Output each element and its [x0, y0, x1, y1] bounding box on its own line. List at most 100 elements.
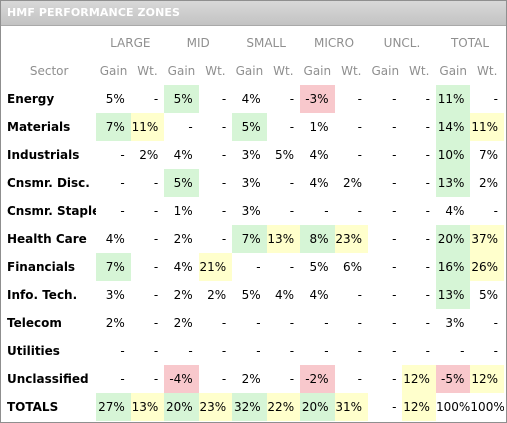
weight-cell: 21%	[198, 253, 233, 281]
weight-cell: -	[221, 176, 227, 190]
weight-cell: -	[153, 316, 159, 330]
gain-cell: -3%	[300, 85, 335, 113]
gain-cell: 3%	[105, 288, 125, 302]
weight-cell: 31%	[334, 393, 369, 421]
panel-title: HMF PERFORMANCE ZONES	[1, 1, 506, 26]
gain-cell: 2%	[173, 288, 193, 302]
weight-cell: -	[289, 92, 295, 106]
weight-cell: -	[289, 344, 295, 358]
totals-row: TOTALS 27% 13% 20% 23% 32% 22% 20% 31% -12% 100% 10…	[2, 393, 504, 421]
weight-cell: -	[221, 92, 227, 106]
weight-cell: 4%	[275, 288, 295, 302]
group-header-uncl: UNCL.	[383, 36, 421, 50]
gain-cell: 13%	[435, 169, 471, 197]
gain-cell: -	[256, 260, 261, 274]
gain-cell: 3%	[241, 176, 261, 190]
weight-cell: 7%	[478, 148, 498, 162]
gain-cell: 7%	[96, 113, 131, 141]
weight-cell: -	[493, 316, 498, 330]
sector-label: Unclassified	[7, 372, 89, 386]
weight-cell: -	[289, 204, 295, 218]
table-row: Telecom 2% -2% - - - - - - -3% -	[2, 309, 504, 337]
performance-table: LARGE MID SMALL MICRO UNCL. TOTAL Sector…	[2, 29, 504, 421]
weight-cell: 12%	[402, 393, 436, 421]
gain-cell: 7%	[96, 253, 131, 281]
gain-cell: 13%	[435, 281, 471, 309]
gain-cell: -	[392, 148, 397, 162]
gain-cell: -5%	[435, 365, 471, 393]
weight-cell: 2%	[478, 176, 498, 190]
gain-cell: -	[392, 92, 397, 106]
gain-cell: 5%	[241, 288, 261, 302]
table-row: Info. Tech. 3% -2% 2% 5% 4% 4% - - -13% 5%	[2, 281, 504, 309]
sub-header-gain: Gain	[167, 64, 196, 78]
gain-cell: 5%	[105, 92, 125, 106]
gain-cell: -	[120, 176, 125, 190]
gain-cell: 20%	[435, 225, 471, 253]
gain-cell: -	[256, 344, 261, 358]
table-row: Financials 7% -4% 21% - -5% 6% - -16% 26%	[2, 253, 504, 281]
weight-cell: -	[357, 344, 363, 358]
weight-cell: 2%	[207, 288, 227, 302]
gain-cell: -	[392, 400, 397, 414]
gain-cell: 20%	[300, 393, 335, 421]
weight-cell: 22%	[266, 393, 301, 421]
sector-label: Telecom	[7, 316, 62, 330]
group-header-total: TOTAL	[450, 36, 490, 50]
gain-cell: 16%	[435, 253, 471, 281]
gain-cell: 2%	[173, 316, 193, 330]
gain-cell: -	[392, 260, 397, 274]
weight-cell: -	[425, 148, 430, 162]
gain-cell: 5%	[232, 113, 267, 141]
gain-cell: -	[324, 204, 329, 218]
gain-cell: 4%	[309, 176, 329, 190]
gain-cell: 1%	[173, 204, 193, 218]
gain-cell: -	[188, 120, 193, 134]
weight-cell: -	[289, 316, 295, 330]
gain-cell: 5%	[309, 260, 329, 274]
table-row: Materials 7% 11% - -5% -1% - - -14% 11%	[2, 113, 504, 141]
gain-cell: 2%	[173, 232, 193, 246]
weight-cell: 12%	[402, 365, 436, 393]
gain-cell: 27%	[96, 393, 131, 421]
sector-label: Industrials	[7, 148, 80, 162]
weight-cell: -	[153, 344, 159, 358]
sub-header-gain: Gain	[303, 64, 332, 78]
gain-cell: 7%	[232, 225, 267, 253]
weight-cell: 11%	[130, 113, 165, 141]
sub-header-gain: Gain	[235, 64, 264, 78]
weight-cell: 13%	[130, 393, 165, 421]
gain-cell: 2%	[241, 372, 261, 386]
weight-cell: -	[425, 92, 430, 106]
sub-header-wt: Wt.	[137, 64, 158, 78]
sector-label: Cnsmr. Staples	[7, 204, 97, 218]
weight-cell: 2%	[342, 176, 363, 190]
gain-cell: 1%	[309, 120, 329, 134]
weight-cell: -	[425, 204, 430, 218]
gain-cell: -	[392, 316, 397, 330]
weight-cell: -	[425, 176, 430, 190]
gain-cell: 3%	[445, 316, 465, 330]
weight-cell: -	[425, 316, 430, 330]
table-row: Health Care 4% -2% -7% 13% 8% 23% - -20% 37%	[2, 225, 504, 253]
gain-cell: 4%	[173, 148, 193, 162]
weight-cell: -	[289, 372, 295, 386]
gain-cell: -4%	[164, 365, 199, 393]
group-header-micro: MICRO	[314, 36, 355, 50]
sub-header-wt: Wt.	[477, 64, 498, 78]
weight-cell: -	[289, 260, 295, 274]
sub-header-wt: Wt.	[205, 64, 226, 78]
gain-cell: -	[188, 344, 193, 358]
weight-cell: -	[289, 176, 295, 190]
gain-cell: -	[120, 204, 125, 218]
table-row: Energy 5% -5% -4% - -3% - - -11% -	[2, 85, 504, 113]
sub-header-wt: Wt.	[409, 64, 430, 78]
gain-cell: 3%	[241, 148, 261, 162]
weight-cell: -	[221, 120, 227, 134]
weight-cell: 37%	[470, 225, 504, 253]
sector-column-header: Sector	[29, 64, 69, 78]
weight-cell: -	[221, 316, 227, 330]
weight-cell: -	[153, 204, 159, 218]
weight-cell: -	[221, 232, 227, 246]
weight-cell: -	[153, 232, 159, 246]
